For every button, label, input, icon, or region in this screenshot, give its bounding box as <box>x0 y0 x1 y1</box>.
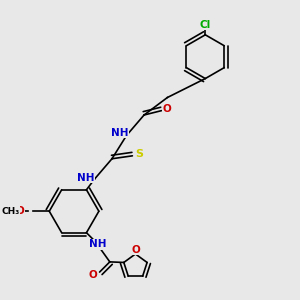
Text: CH₃: CH₃ <box>2 207 20 216</box>
Text: NH: NH <box>89 239 107 249</box>
Text: O: O <box>162 104 171 114</box>
Text: NH: NH <box>77 173 94 183</box>
Text: Cl: Cl <box>200 20 211 30</box>
Text: O: O <box>16 206 25 216</box>
Text: O: O <box>89 270 98 280</box>
Text: S: S <box>135 149 143 159</box>
Text: NH: NH <box>110 128 128 137</box>
Text: O: O <box>131 244 140 255</box>
